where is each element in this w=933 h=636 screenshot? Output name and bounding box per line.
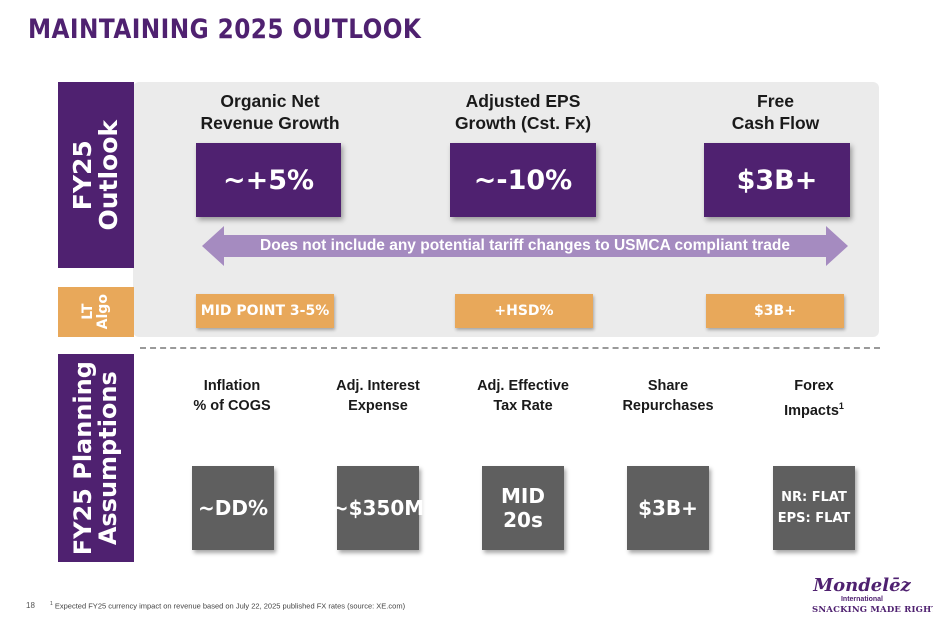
heading-line: Forex bbox=[794, 378, 834, 394]
fy25-planning-assumptions-tab: FY25 Planning Assumptions bbox=[58, 354, 134, 562]
heading-line: Growth (Cst. Fx) bbox=[454, 113, 592, 133]
footnote-marker: 1 bbox=[50, 601, 53, 607]
inflation-heading: Inflation % of COGS bbox=[172, 376, 292, 416]
free-cash-flow-lt-algo: $3B+ bbox=[706, 294, 844, 328]
footnote-text: Expected FY25 currency impact on revenue… bbox=[54, 601, 406, 611]
footnote-marker: 1 bbox=[838, 401, 844, 411]
free-cash-flow-value: $3B+ bbox=[704, 143, 850, 217]
value-line: EPS: FLAT bbox=[777, 511, 851, 526]
tab-label-line: LT bbox=[80, 303, 97, 321]
tariff-note: Does not include any potential tariff ch… bbox=[260, 237, 790, 254]
adj-interest-expense-value: ~$350M bbox=[332, 466, 424, 550]
adj-effective-tax-rate-value: MID 20s bbox=[482, 466, 564, 550]
adjusted-eps-lt-algo: +HSD% bbox=[455, 294, 593, 328]
organic-net-revenue-growth-heading: Organic Net Revenue Growth bbox=[185, 90, 355, 134]
mondelez-logo: Mondelēz International SNACKING MADE RIG… bbox=[812, 575, 933, 616]
forex-impacts-value: NR: FLAT EPS: FLAT bbox=[773, 466, 855, 550]
organic-net-revenue-growth-value: ~+5% bbox=[196, 143, 341, 217]
tab-label-line: Outlook bbox=[94, 119, 124, 231]
adj-interest-expense-heading: Adj. Interest Expense bbox=[318, 376, 438, 416]
page-title: MAINTAINING 2025 OUTLOOK bbox=[28, 14, 422, 45]
organic-net-revenue-lt-algo: MID POINT 3-5% bbox=[196, 294, 334, 328]
heading-line: Inflation bbox=[203, 378, 261, 394]
adjusted-eps-growth-heading: Adjusted EPS Growth (Cst. Fx) bbox=[438, 90, 608, 134]
heading-line: Expense bbox=[348, 398, 408, 414]
lt-algo-tab: LT Algo bbox=[58, 287, 134, 337]
page-number: 18 bbox=[26, 601, 35, 610]
heading-line: Free bbox=[757, 91, 794, 111]
adj-effective-tax-rate-heading: Adj. Effective Tax Rate bbox=[463, 376, 583, 416]
heading-line: Organic Net bbox=[220, 91, 320, 111]
heading-line: Cash Flow bbox=[731, 113, 820, 133]
heading-line: Revenue Growth bbox=[200, 113, 340, 133]
heading-line: Share bbox=[647, 378, 689, 394]
heading-line: Impacts1 bbox=[784, 401, 844, 419]
fy25-outlook-tab: FY25 Outlook bbox=[58, 82, 134, 268]
value-line: NR: FLAT bbox=[781, 490, 847, 505]
tab-label-line: Algo bbox=[95, 294, 111, 330]
heading-line: Tax Rate bbox=[493, 398, 553, 414]
heading-line: % of COGS bbox=[193, 398, 271, 414]
heading-line: Adj. Interest bbox=[336, 378, 420, 394]
heading-line: Adjusted EPS bbox=[465, 91, 581, 111]
logo-brand: Mondelēz bbox=[813, 575, 911, 596]
heading-line: Adj. Effective bbox=[477, 378, 569, 394]
tab-label-line: FY25 Planning bbox=[68, 360, 97, 556]
tab-label-line: Assumptions bbox=[94, 371, 123, 545]
inflation-value: ~DD% bbox=[192, 466, 274, 550]
logo-tagline: SNACKING MADE RIGHT bbox=[812, 605, 933, 615]
heading-line: Repurchases bbox=[622, 398, 714, 414]
free-cash-flow-heading: Free Cash Flow bbox=[693, 90, 858, 134]
footnote: 1 Expected FY25 currency impact on reven… bbox=[50, 601, 405, 611]
forex-impacts-heading: Forex Impacts1 bbox=[754, 376, 874, 421]
double-arrow-shape bbox=[202, 226, 848, 266]
section-divider bbox=[140, 347, 880, 349]
logo-sub: International bbox=[840, 596, 883, 603]
adjusted-eps-growth-value: ~-10% bbox=[450, 143, 596, 217]
share-repurchases-heading: Share Repurchases bbox=[608, 376, 728, 416]
tab-label-line: FY25 bbox=[67, 140, 97, 210]
share-repurchases-value: $3B+ bbox=[627, 466, 709, 550]
